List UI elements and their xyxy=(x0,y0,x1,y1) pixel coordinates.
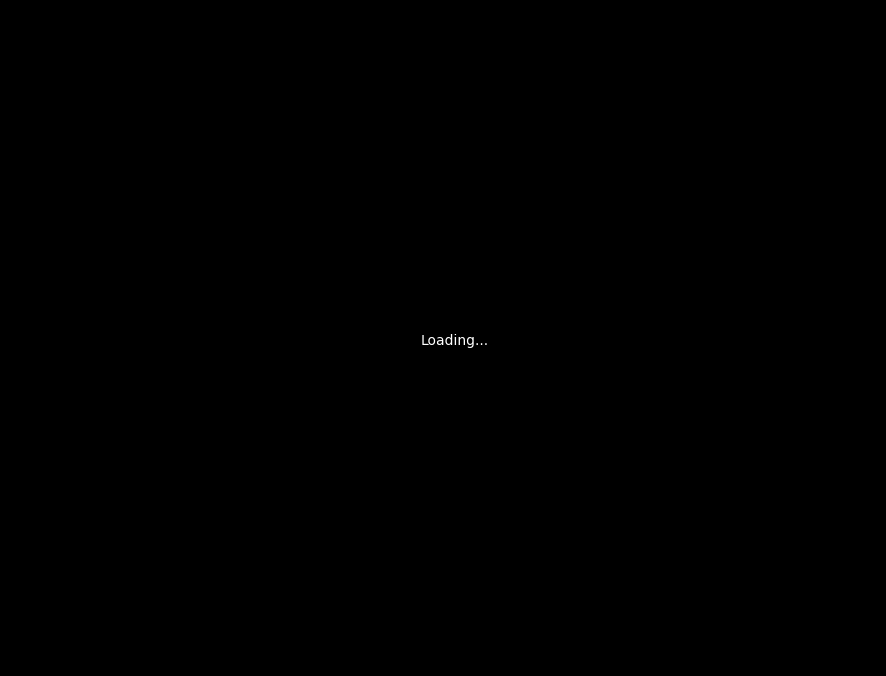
Text: Loading...: Loading... xyxy=(421,335,488,348)
